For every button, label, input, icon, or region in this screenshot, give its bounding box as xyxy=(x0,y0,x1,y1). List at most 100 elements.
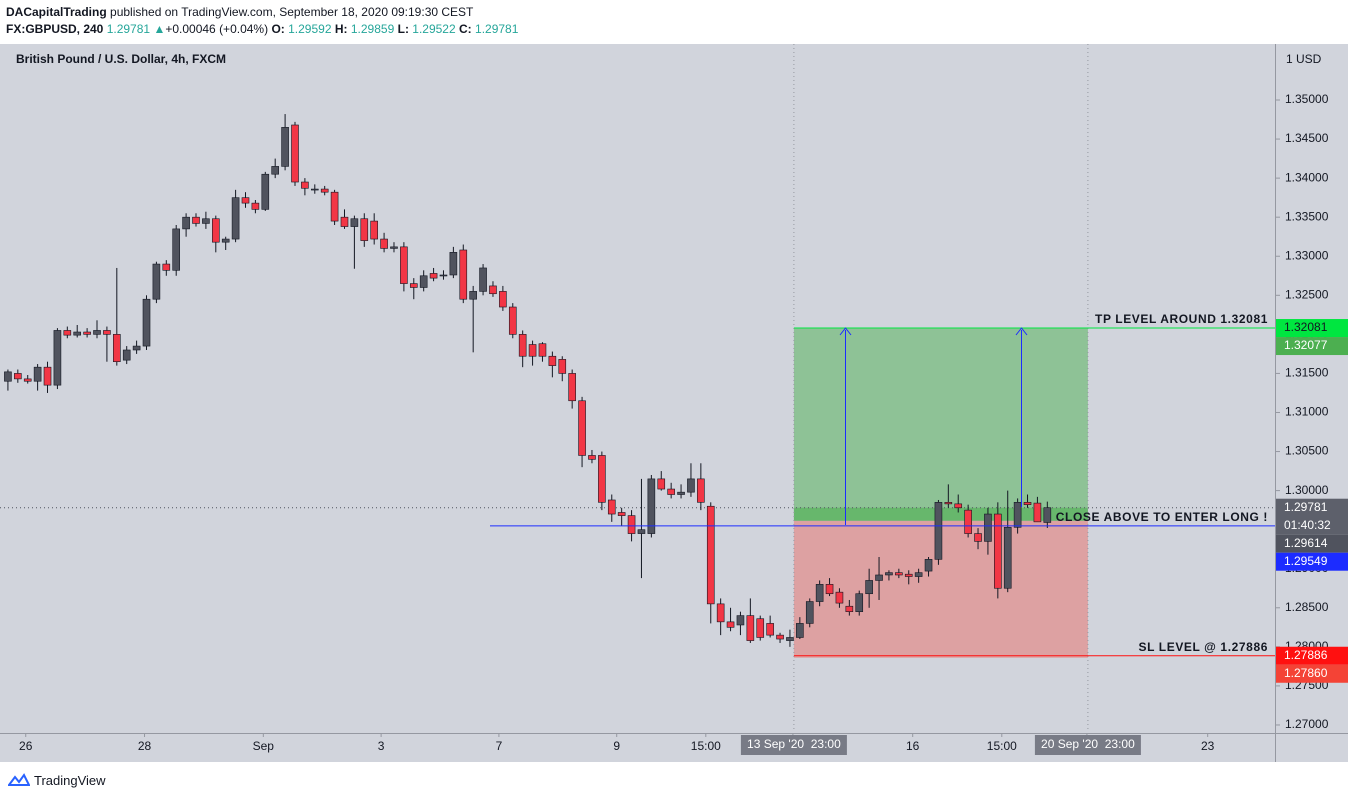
y-tick-label: 1.28500 xyxy=(1285,600,1329,614)
y-tick-label: 1.33500 xyxy=(1285,209,1329,223)
level-text: CLOSE ABOVE TO ENTER LONG ! xyxy=(1056,510,1268,524)
candle-body xyxy=(538,343,547,357)
candle-body xyxy=(964,509,972,534)
tp-arrows xyxy=(839,327,1028,525)
candle-body xyxy=(103,330,111,335)
arrow-head xyxy=(839,327,852,336)
candle-body xyxy=(1033,502,1042,523)
last-price: 1.29781 xyxy=(106,22,151,36)
ohlc-label: O: xyxy=(271,22,285,36)
change-pct: (+0.04%) xyxy=(219,22,269,36)
candle-body xyxy=(43,366,52,386)
price-label-box xyxy=(1276,552,1348,571)
x-tick-label: 9 xyxy=(613,739,620,753)
candle-body xyxy=(934,502,943,560)
price-label: 1.27860 xyxy=(1284,666,1328,680)
candle-body xyxy=(598,455,606,503)
candle-body xyxy=(350,218,359,227)
countdown: 01:40:32 xyxy=(1284,518,1331,532)
candle-body xyxy=(439,274,448,277)
candle-body xyxy=(617,512,626,516)
candle-body xyxy=(796,623,804,638)
candle-body xyxy=(548,355,557,366)
currency-label: 1 USD xyxy=(1286,52,1322,66)
candle-body xyxy=(766,623,774,636)
candle-body xyxy=(825,584,834,595)
candle-body xyxy=(776,634,784,640)
price-label: 1.29781 xyxy=(1284,500,1328,514)
published: published on TradingView.com, September … xyxy=(110,5,474,19)
candle-body xyxy=(182,216,190,230)
candle-body xyxy=(409,283,418,288)
candle-body xyxy=(914,572,923,577)
candle-body xyxy=(568,373,576,402)
candle-body xyxy=(607,499,616,515)
ohlc-value: 1.29592 xyxy=(288,22,332,36)
candle-body xyxy=(835,591,844,604)
candle-body xyxy=(390,246,398,249)
candle-body xyxy=(231,197,240,240)
candle-body xyxy=(221,238,230,243)
ohlc-label: H: xyxy=(334,22,348,36)
candle-body xyxy=(994,513,1002,589)
publish-line: DACapitalTrading published on TradingVie… xyxy=(6,4,518,21)
candle-body xyxy=(310,188,319,191)
foreground-layer: 1.270001.275001.280001.285001.290001.295… xyxy=(19,92,1348,755)
candle-body xyxy=(578,400,586,456)
candle-body xyxy=(380,238,388,249)
ohlc-label: L: xyxy=(397,22,409,36)
candle-body xyxy=(904,573,913,577)
publisher: DACapitalTrading xyxy=(6,5,107,19)
quote-line: FX:GBPUSD, 240 1.29781 ▲+0.00046 (+0.04%… xyxy=(6,21,518,38)
price-label-box xyxy=(1276,319,1348,338)
candle-body xyxy=(419,275,428,288)
y-tick-label: 1.31000 xyxy=(1285,405,1329,419)
candle-body xyxy=(172,228,181,271)
price-label-box xyxy=(1276,498,1348,535)
target-zone xyxy=(793,328,1088,521)
candles xyxy=(4,114,1052,647)
brand: TradingView xyxy=(34,772,106,788)
price-label: 1.27886 xyxy=(1284,648,1328,662)
price-label: 1.29549 xyxy=(1284,554,1328,568)
arrow-head xyxy=(1015,327,1028,336)
candle-body xyxy=(756,618,765,638)
chart-background xyxy=(0,44,1348,762)
candle-body xyxy=(736,615,745,626)
candle-body xyxy=(479,267,487,292)
price-label-box xyxy=(1276,534,1348,553)
candle-body xyxy=(865,580,873,595)
candle-body xyxy=(885,572,893,576)
candle-body xyxy=(73,331,82,336)
header: DACapitalTrading published on TradingVie… xyxy=(6,4,518,38)
candle-body xyxy=(954,503,963,509)
candle-body xyxy=(291,124,299,183)
y-tick-label: 1.27000 xyxy=(1285,717,1329,731)
candle-body xyxy=(1043,507,1052,523)
candle-body xyxy=(944,502,953,505)
candle-body xyxy=(508,306,517,335)
x-tick-label: 16 xyxy=(906,739,920,753)
symbol: FX:GBPUSD, 240 xyxy=(6,22,104,36)
x-tick-label: 26 xyxy=(19,739,33,753)
candle-body xyxy=(152,263,161,300)
candle-body xyxy=(93,330,101,335)
y-tick-label: 1.33000 xyxy=(1285,248,1329,262)
candle-body xyxy=(370,220,378,240)
candle-body xyxy=(459,249,468,300)
candle-body xyxy=(271,166,279,175)
candle-body xyxy=(637,529,646,534)
candle-body xyxy=(697,478,705,503)
candle-body xyxy=(23,378,32,382)
date-box xyxy=(740,735,847,755)
y-tick-label: 1.34000 xyxy=(1285,170,1329,184)
price-label: 1.32077 xyxy=(1284,338,1328,352)
candle-body xyxy=(647,478,656,534)
candle-body xyxy=(984,513,992,542)
candle-body xyxy=(687,478,695,493)
candle-body xyxy=(845,605,854,612)
y-tick-label: 1.34500 xyxy=(1285,131,1329,145)
candle-body xyxy=(142,298,151,347)
